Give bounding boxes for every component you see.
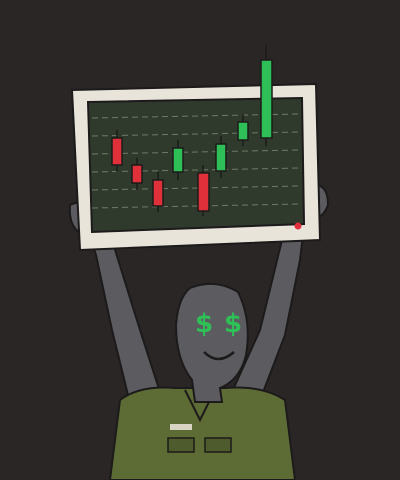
- candlesticks: [111, 45, 273, 216]
- candle-red: [111, 137, 123, 166]
- smile: [203, 351, 235, 361]
- candle-red: [152, 179, 164, 207]
- candle-red: [197, 172, 210, 212]
- shirt: [108, 386, 297, 480]
- grid-line: [91, 149, 301, 155]
- candle-green: [215, 143, 227, 172]
- eye-left: $: [195, 309, 213, 339]
- grid-line: [91, 185, 301, 191]
- pocket-left: [167, 437, 195, 453]
- pocket-right: [204, 437, 232, 453]
- head: [174, 282, 249, 403]
- candle-green: [172, 147, 184, 173]
- grid-line: [91, 203, 301, 209]
- monitor-screen: [86, 96, 306, 234]
- eye-right: $: [224, 309, 242, 339]
- candle-green: [237, 121, 249, 141]
- power-light: [294, 222, 302, 230]
- name-tag: [170, 424, 192, 430]
- candle-green: [260, 59, 273, 139]
- grid-line: [91, 167, 301, 173]
- candle-red: [131, 164, 143, 184]
